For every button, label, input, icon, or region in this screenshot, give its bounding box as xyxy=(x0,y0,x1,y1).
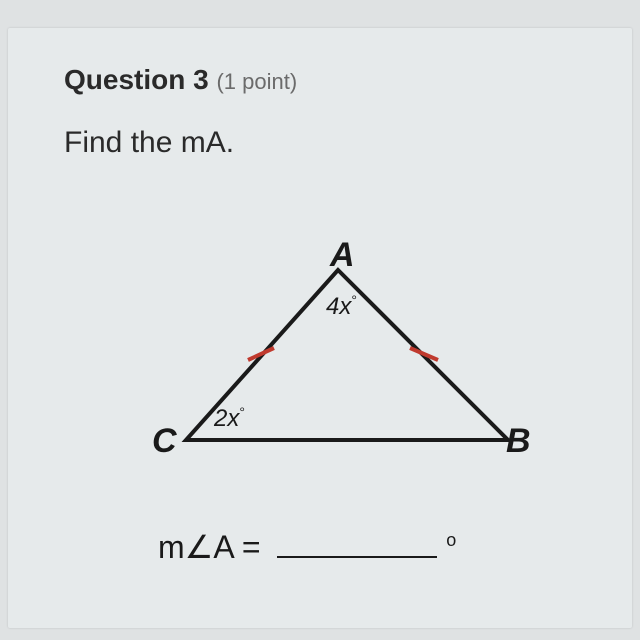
question-header: Question 3 (1 point) xyxy=(64,62,582,98)
question-prompt: Find the mA. xyxy=(64,126,582,160)
vertex-a-label: A xyxy=(330,236,355,275)
question-points: (1 point) xyxy=(216,69,297,94)
question-card: Question 3 (1 point) Find the mA. A C B … xyxy=(8,28,632,628)
angle-c-label: 2x° xyxy=(214,404,245,433)
answer-unit: o xyxy=(446,530,456,550)
triangle-svg xyxy=(148,250,528,486)
triangle-figure: A C B 4x° 2x° xyxy=(148,250,528,486)
question-number: Question 3 xyxy=(64,64,209,95)
question-content: Question 3 (1 point) Find the mA. xyxy=(8,28,632,160)
vertex-b-label: B xyxy=(506,422,531,461)
angle-a-label: 4x° xyxy=(326,292,357,321)
vertex-c-label: C xyxy=(152,422,177,461)
answer-line: m∠A = o xyxy=(158,528,456,566)
answer-blank[interactable] xyxy=(277,556,437,558)
answer-prefix: m∠A = xyxy=(158,529,261,565)
